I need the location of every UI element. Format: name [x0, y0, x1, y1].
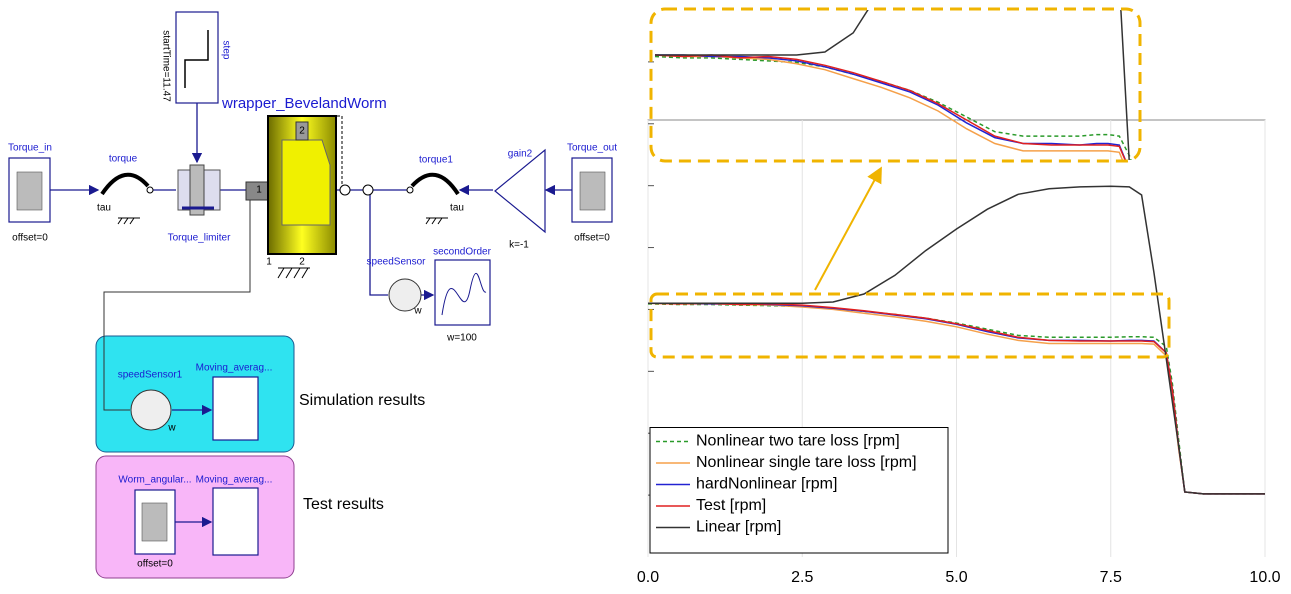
- second-order-block: [434, 259, 491, 326]
- group-label: Test results: [303, 496, 384, 513]
- shaft: [295, 121, 309, 141]
- series-line: [648, 185, 1265, 495]
- icon: [189, 164, 205, 216]
- label: Moving_averag...: [196, 363, 273, 374]
- label: offset=0: [574, 233, 610, 244]
- simulation-group: [95, 335, 295, 453]
- zoom-series-line: [654, 55, 1132, 160]
- label: tau: [450, 203, 464, 214]
- label: w=100: [446, 333, 477, 344]
- label: k=-1: [509, 240, 529, 251]
- zoom-series-line: [655, 10, 1130, 160]
- label: torque1: [419, 155, 453, 166]
- label: offset=0: [137, 559, 173, 570]
- step-block: [175, 11, 219, 104]
- wire: [369, 190, 388, 296]
- torque-icon: [100, 172, 150, 196]
- icon: [406, 186, 414, 194]
- icon: [184, 30, 209, 88]
- plot-lines: [648, 185, 1265, 495]
- torque-icon: [410, 172, 460, 196]
- label: w: [413, 306, 422, 317]
- label: wrapper_BevelandWorm: [221, 95, 387, 112]
- label: speedSensor: [367, 257, 427, 268]
- sensor-icon: [130, 389, 172, 431]
- sensor-icon: [388, 278, 422, 312]
- x-tick-label: 5.0: [945, 569, 967, 586]
- x-tick-label: 10.0: [1249, 569, 1280, 586]
- zoom-series-line: [654, 54, 1126, 160]
- label: w: [167, 423, 176, 434]
- label: offset=0: [12, 233, 48, 244]
- icon: [16, 171, 43, 211]
- label: torque: [109, 154, 138, 165]
- icon: [362, 184, 374, 196]
- label: Torque_limiter: [168, 233, 231, 244]
- label: 1: [256, 185, 262, 196]
- zoom-series-line: [654, 54, 1124, 160]
- legend-box: [649, 427, 949, 554]
- label: Torque_out: [567, 143, 617, 154]
- zoom-arrow: [814, 166, 882, 291]
- gain-block: [494, 148, 546, 234]
- icon: [579, 171, 606, 211]
- icon: [281, 139, 331, 226]
- legend-label: Nonlinear two tare loss [rpm]: [696, 433, 900, 450]
- label: 2: [299, 257, 305, 268]
- highlight-box: [649, 292, 1171, 359]
- label: secondOrder: [433, 247, 491, 258]
- label: gain2: [508, 149, 533, 160]
- legend-label: Nonlinear single tare loss [rpm]: [696, 454, 917, 471]
- zoom-lines: [654, 10, 1132, 160]
- icon: [146, 186, 154, 194]
- x-tick-label: 2.5: [791, 569, 813, 586]
- chart: 0.0 2.5 5.0 7.5 10.0 Nonlinear two tare loss …: [637, 7, 1281, 586]
- model-diagram: step startTime=11.47 wrapper_BevelandWor…: [8, 11, 617, 579]
- label: speedSensor1: [118, 370, 183, 381]
- legend-label: Linear [rpm]: [696, 519, 781, 536]
- label: 1: [266, 257, 272, 268]
- icon: [277, 267, 310, 279]
- label: 2: [299, 126, 305, 137]
- label: step: [220, 41, 231, 60]
- icon: [425, 217, 448, 225]
- x-tick-label: 0.0: [637, 569, 659, 586]
- label: Moving_averag...: [196, 475, 273, 486]
- label: startTime=11.47: [160, 30, 171, 102]
- x-tick-label: 7.5: [1100, 569, 1122, 586]
- moving-average-block: [212, 487, 259, 556]
- label: tau: [97, 203, 111, 214]
- icon: [141, 502, 168, 542]
- moving-average-block: [212, 376, 259, 441]
- icon: [441, 272, 487, 316]
- icon: [339, 184, 351, 196]
- legend-label: hardNonlinear [rpm]: [696, 476, 837, 493]
- label: Worm_angular...: [118, 475, 191, 486]
- label: Torque_in: [8, 143, 52, 154]
- legend-label: Test [rpm]: [696, 497, 766, 514]
- group-label: Simulation results: [299, 392, 425, 409]
- wire: [103, 190, 251, 411]
- icon: [117, 217, 140, 225]
- zoom-box: [649, 7, 1142, 163]
